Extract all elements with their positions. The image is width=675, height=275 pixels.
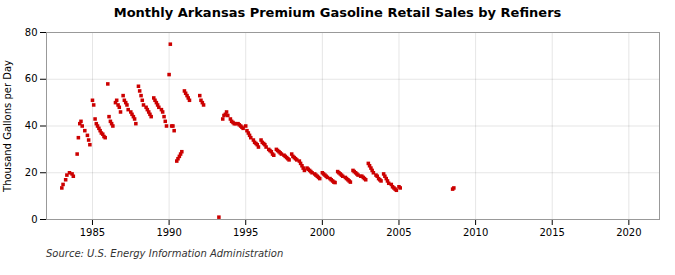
svg-text:Thousand Gallons per Day: Thousand Gallons per Day — [2, 60, 13, 193]
svg-text:2010: 2010 — [463, 227, 488, 238]
svg-text:2005: 2005 — [386, 227, 411, 238]
svg-text:20: 20 — [25, 167, 38, 178]
svg-text:40: 40 — [25, 120, 38, 131]
svg-text:0: 0 — [31, 214, 37, 225]
html-text:Source: U.S. Energy Informatio: Source: U.S. Energy Information Administ… — [46, 248, 284, 259]
svg-text:1995: 1995 — [233, 227, 258, 238]
svg-text:60: 60 — [25, 73, 38, 84]
svg-text:2020: 2020 — [616, 227, 641, 238]
svg-text:80: 80 — [25, 27, 38, 38]
html-text:Monthly Arkansas Premium Gasol: Monthly Arkansas Premium Gasoline Retail… — [113, 5, 562, 20]
svg-text:1990: 1990 — [156, 227, 181, 238]
svg-text:2015: 2015 — [539, 227, 564, 238]
svg-text:2000: 2000 — [310, 227, 335, 238]
svg-text:1985: 1985 — [80, 227, 105, 238]
